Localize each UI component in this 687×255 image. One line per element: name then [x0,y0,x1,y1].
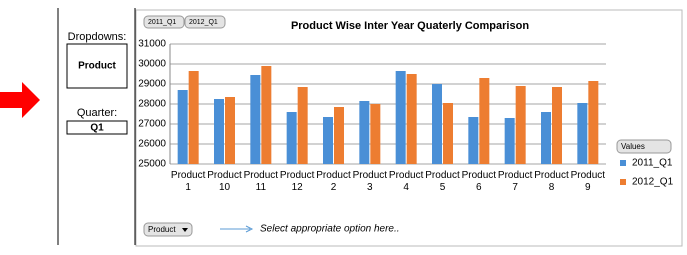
bar [359,101,370,164]
x-tick-label: Product 9 [570,170,606,193]
x-tick-label: Product 5 [425,170,460,193]
x-tick-label: Product 7 [497,170,533,193]
hint-arrow-head [245,225,254,233]
bar [479,78,490,164]
x-tick-label: Product 6 [461,170,497,193]
bar [552,87,562,164]
y-tick-label: 27000 [138,119,166,130]
bar [334,107,344,164]
dropdown-value: Product [78,61,116,72]
bar [406,74,417,164]
hint-text: Select appropriate option here.. [260,224,400,235]
bar [541,112,551,164]
bar [250,75,261,164]
chart-title: Product Wise Inter Year Quaterly Compari… [291,20,529,32]
bar [225,97,235,164]
y-tick-label: 29000 [138,79,166,90]
legend-label: 2011_Q1 [632,158,673,169]
x-tick-label: Product 11 [243,170,279,193]
dropdowns-label: Dropdowns: [68,31,127,43]
dropdown-caret [182,228,188,232]
y-tick-label: 31000 [138,39,166,50]
bar [515,86,526,164]
bar [588,81,599,164]
x-tick-label: Product 3 [352,170,388,193]
bar [504,118,515,164]
filter-label: 2012_Q1 [189,19,218,26]
y-tick-label: 25000 [138,159,166,170]
bar [468,117,479,164]
y-tick-label: 26000 [138,139,166,150]
legend-label: 2012_Q1 [632,177,674,188]
x-tick-label: Product 10 [207,170,242,193]
bar [370,104,381,164]
bar [432,84,442,164]
quarter-label: Quarter: [77,107,117,119]
x-tick-label: Product 12 [279,170,315,193]
filter-button[interactable] [143,15,185,29]
x-tick-label: Product 4 [388,170,424,193]
x-tick-label: Product 8 [534,170,569,193]
quarter-value: Q1 [90,123,104,134]
red-arrow [0,82,40,118]
row-field-button[interactable] [143,222,193,237]
filter-label: 2011_Q1 [148,19,176,26]
bar [214,99,224,164]
bar [177,90,188,164]
y-tick-label: 30000 [138,59,166,70]
filter-button[interactable] [184,15,226,29]
bar [188,71,199,164]
x-tick-label: Product 1 [170,170,206,193]
bar [395,71,406,164]
row-field-label: Product [148,225,176,234]
y-tick-label: 28000 [138,99,166,110]
bar [297,87,308,164]
quarter-box[interactable] [66,120,128,135]
x-tick-label: Product 2 [316,170,351,193]
bar [323,117,333,164]
bar [577,103,588,164]
legend-title-button[interactable] [616,139,672,154]
dropdown-box[interactable] [66,43,128,89]
bar [261,66,272,164]
bar [443,103,453,164]
legend-swatch [620,160,626,166]
legend-title: Values [621,142,645,151]
bar [286,112,297,164]
legend-swatch [620,179,626,185]
